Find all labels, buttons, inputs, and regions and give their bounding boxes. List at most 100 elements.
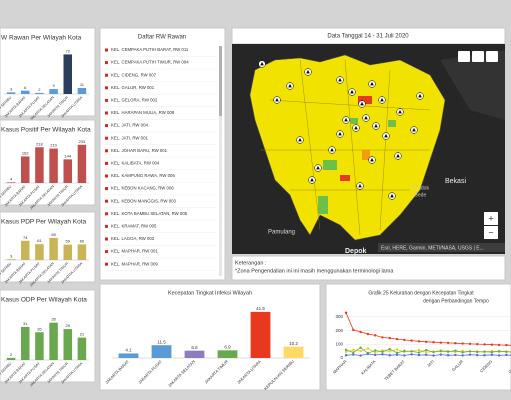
bar bbox=[21, 90, 30, 94]
marker[interactable] bbox=[314, 164, 322, 172]
list-item[interactable]: KEL. JATI, RW 004 bbox=[111, 123, 148, 128]
point bbox=[381, 336, 384, 339]
list-title: Daftar RW Rawan bbox=[138, 35, 186, 41]
bar bbox=[6, 92, 16, 94]
marker[interactable] bbox=[328, 146, 336, 154]
marker[interactable] bbox=[388, 192, 396, 200]
point bbox=[490, 351, 494, 354]
point bbox=[344, 311, 348, 314]
marker[interactable] bbox=[394, 152, 402, 160]
marker[interactable] bbox=[336, 130, 344, 138]
list-item[interactable]: KEL. GALUR, RW 001 bbox=[111, 85, 155, 90]
list-bullet bbox=[105, 262, 108, 266]
sea bbox=[440, 50, 505, 120]
list-item[interactable]: KEL. MAPHAR, RW 001 bbox=[111, 249, 158, 254]
marker[interactable] bbox=[352, 124, 360, 132]
point bbox=[461, 342, 464, 345]
point bbox=[352, 353, 355, 356]
point bbox=[425, 348, 428, 352]
value-label: 210 bbox=[50, 143, 57, 148]
point bbox=[505, 353, 508, 357]
point bbox=[373, 353, 377, 357]
list-item[interactable]: KEL. CEMPAKA PUTIH TIMUR, RW 004 bbox=[111, 60, 189, 65]
chart-panel bbox=[0, 289, 96, 383]
list-item[interactable]: KEL. HARAPAN MULIA, RW 008 bbox=[111, 110, 175, 115]
marker[interactable] bbox=[348, 88, 356, 96]
bar bbox=[49, 89, 58, 94]
map-label: Pondok bbox=[412, 185, 429, 191]
marker[interactable] bbox=[368, 80, 376, 88]
point bbox=[446, 341, 450, 345]
marker[interactable] bbox=[416, 92, 424, 100]
marker[interactable] bbox=[336, 76, 344, 84]
zoom-out[interactable]: − bbox=[488, 227, 493, 237]
zone-red bbox=[358, 96, 372, 104]
map-tool[interactable] bbox=[458, 51, 470, 62]
list-item[interactable]: KEL. KRAMAT, RW 005 bbox=[111, 224, 157, 229]
point bbox=[395, 351, 399, 354]
list-bullet bbox=[105, 111, 108, 115]
marker[interactable] bbox=[396, 108, 404, 116]
list-item[interactable]: KEL. JATI, RW 001 bbox=[111, 135, 148, 140]
scroll-thumb[interactable] bbox=[219, 46, 222, 116]
list-item[interactable]: KEL. KEBON MANGGIS, RW 003 bbox=[111, 198, 176, 203]
bar bbox=[63, 329, 72, 360]
map-tool[interactable] bbox=[472, 51, 484, 62]
marker[interactable] bbox=[356, 182, 364, 190]
note-title: Keterangan : bbox=[235, 260, 267, 266]
bar bbox=[283, 346, 304, 358]
list-item[interactable]: KEL. CEMPAKA PUTIH BARAT, RW 011 bbox=[111, 47, 189, 52]
marker[interactable] bbox=[304, 68, 312, 76]
list-bullet bbox=[105, 212, 108, 216]
marker[interactable] bbox=[372, 122, 380, 130]
list-bullet bbox=[105, 224, 108, 228]
point bbox=[476, 350, 479, 354]
value-label: 4.1 bbox=[125, 348, 132, 353]
list-bullet bbox=[105, 161, 108, 165]
list-bullet bbox=[105, 61, 108, 65]
marker[interactable] bbox=[382, 132, 390, 140]
zoom-in-button[interactable] bbox=[484, 212, 498, 225]
marker[interactable] bbox=[378, 96, 386, 104]
bar bbox=[49, 322, 58, 360]
marker[interactable] bbox=[308, 176, 316, 184]
map-date: Data Tanggal 14 - 31 Juli 2020 bbox=[327, 34, 409, 40]
list: KEL. CEMPAKA PUTIH BARAT, RW 011 KEL. CEM… bbox=[103, 47, 217, 271]
list-item[interactable]: KEL. KAMPUNG RAWA, RW 006 bbox=[111, 173, 175, 178]
point bbox=[388, 354, 391, 357]
list-item[interactable]: KEL. KALIBATA, RW 004 bbox=[111, 161, 160, 166]
marker[interactable] bbox=[286, 82, 294, 90]
point bbox=[446, 350, 450, 353]
list-item[interactable]: KEL. JOHAR BARU, RW 001 bbox=[111, 148, 168, 153]
point bbox=[352, 351, 355, 354]
list-item[interactable]: KEL. CIDENG, RW 007 bbox=[111, 72, 157, 77]
value-label: 35 bbox=[51, 317, 56, 322]
zoom-in[interactable]: + bbox=[488, 213, 493, 223]
point bbox=[454, 349, 457, 352]
list-bullet bbox=[105, 199, 108, 203]
marker[interactable] bbox=[410, 126, 418, 134]
list-item[interactable]: KEL. LAGOA, RW 003 bbox=[111, 236, 155, 241]
marker[interactable] bbox=[368, 156, 376, 164]
value-label: 2 bbox=[38, 87, 41, 92]
bar bbox=[184, 350, 205, 358]
marker[interactable] bbox=[342, 116, 350, 124]
list-item[interactable]: KEL. KEBON KACANG, RW 006 bbox=[111, 186, 174, 191]
map-tool[interactable] bbox=[486, 51, 498, 62]
map-label: Gede bbox=[414, 192, 426, 198]
marker[interactable] bbox=[358, 100, 366, 108]
value-label: 144 bbox=[64, 153, 71, 158]
marker[interactable] bbox=[258, 60, 266, 68]
zoom-out-button[interactable] bbox=[484, 226, 498, 239]
marker[interactable] bbox=[362, 114, 370, 122]
point bbox=[373, 334, 377, 337]
point bbox=[432, 354, 435, 357]
list-item[interactable]: KEL. KOTA BAMBU SELATAN, RW 005 bbox=[111, 211, 188, 216]
marker[interactable] bbox=[296, 136, 304, 144]
list-item[interactable]: KEL. MAPHAR, RW 009 bbox=[111, 261, 158, 266]
point bbox=[432, 341, 435, 344]
marker[interactable] bbox=[273, 96, 281, 104]
region bbox=[249, 54, 446, 241]
list-item[interactable]: KEL. GELORA, RW 002 bbox=[111, 98, 158, 103]
point bbox=[476, 353, 479, 357]
